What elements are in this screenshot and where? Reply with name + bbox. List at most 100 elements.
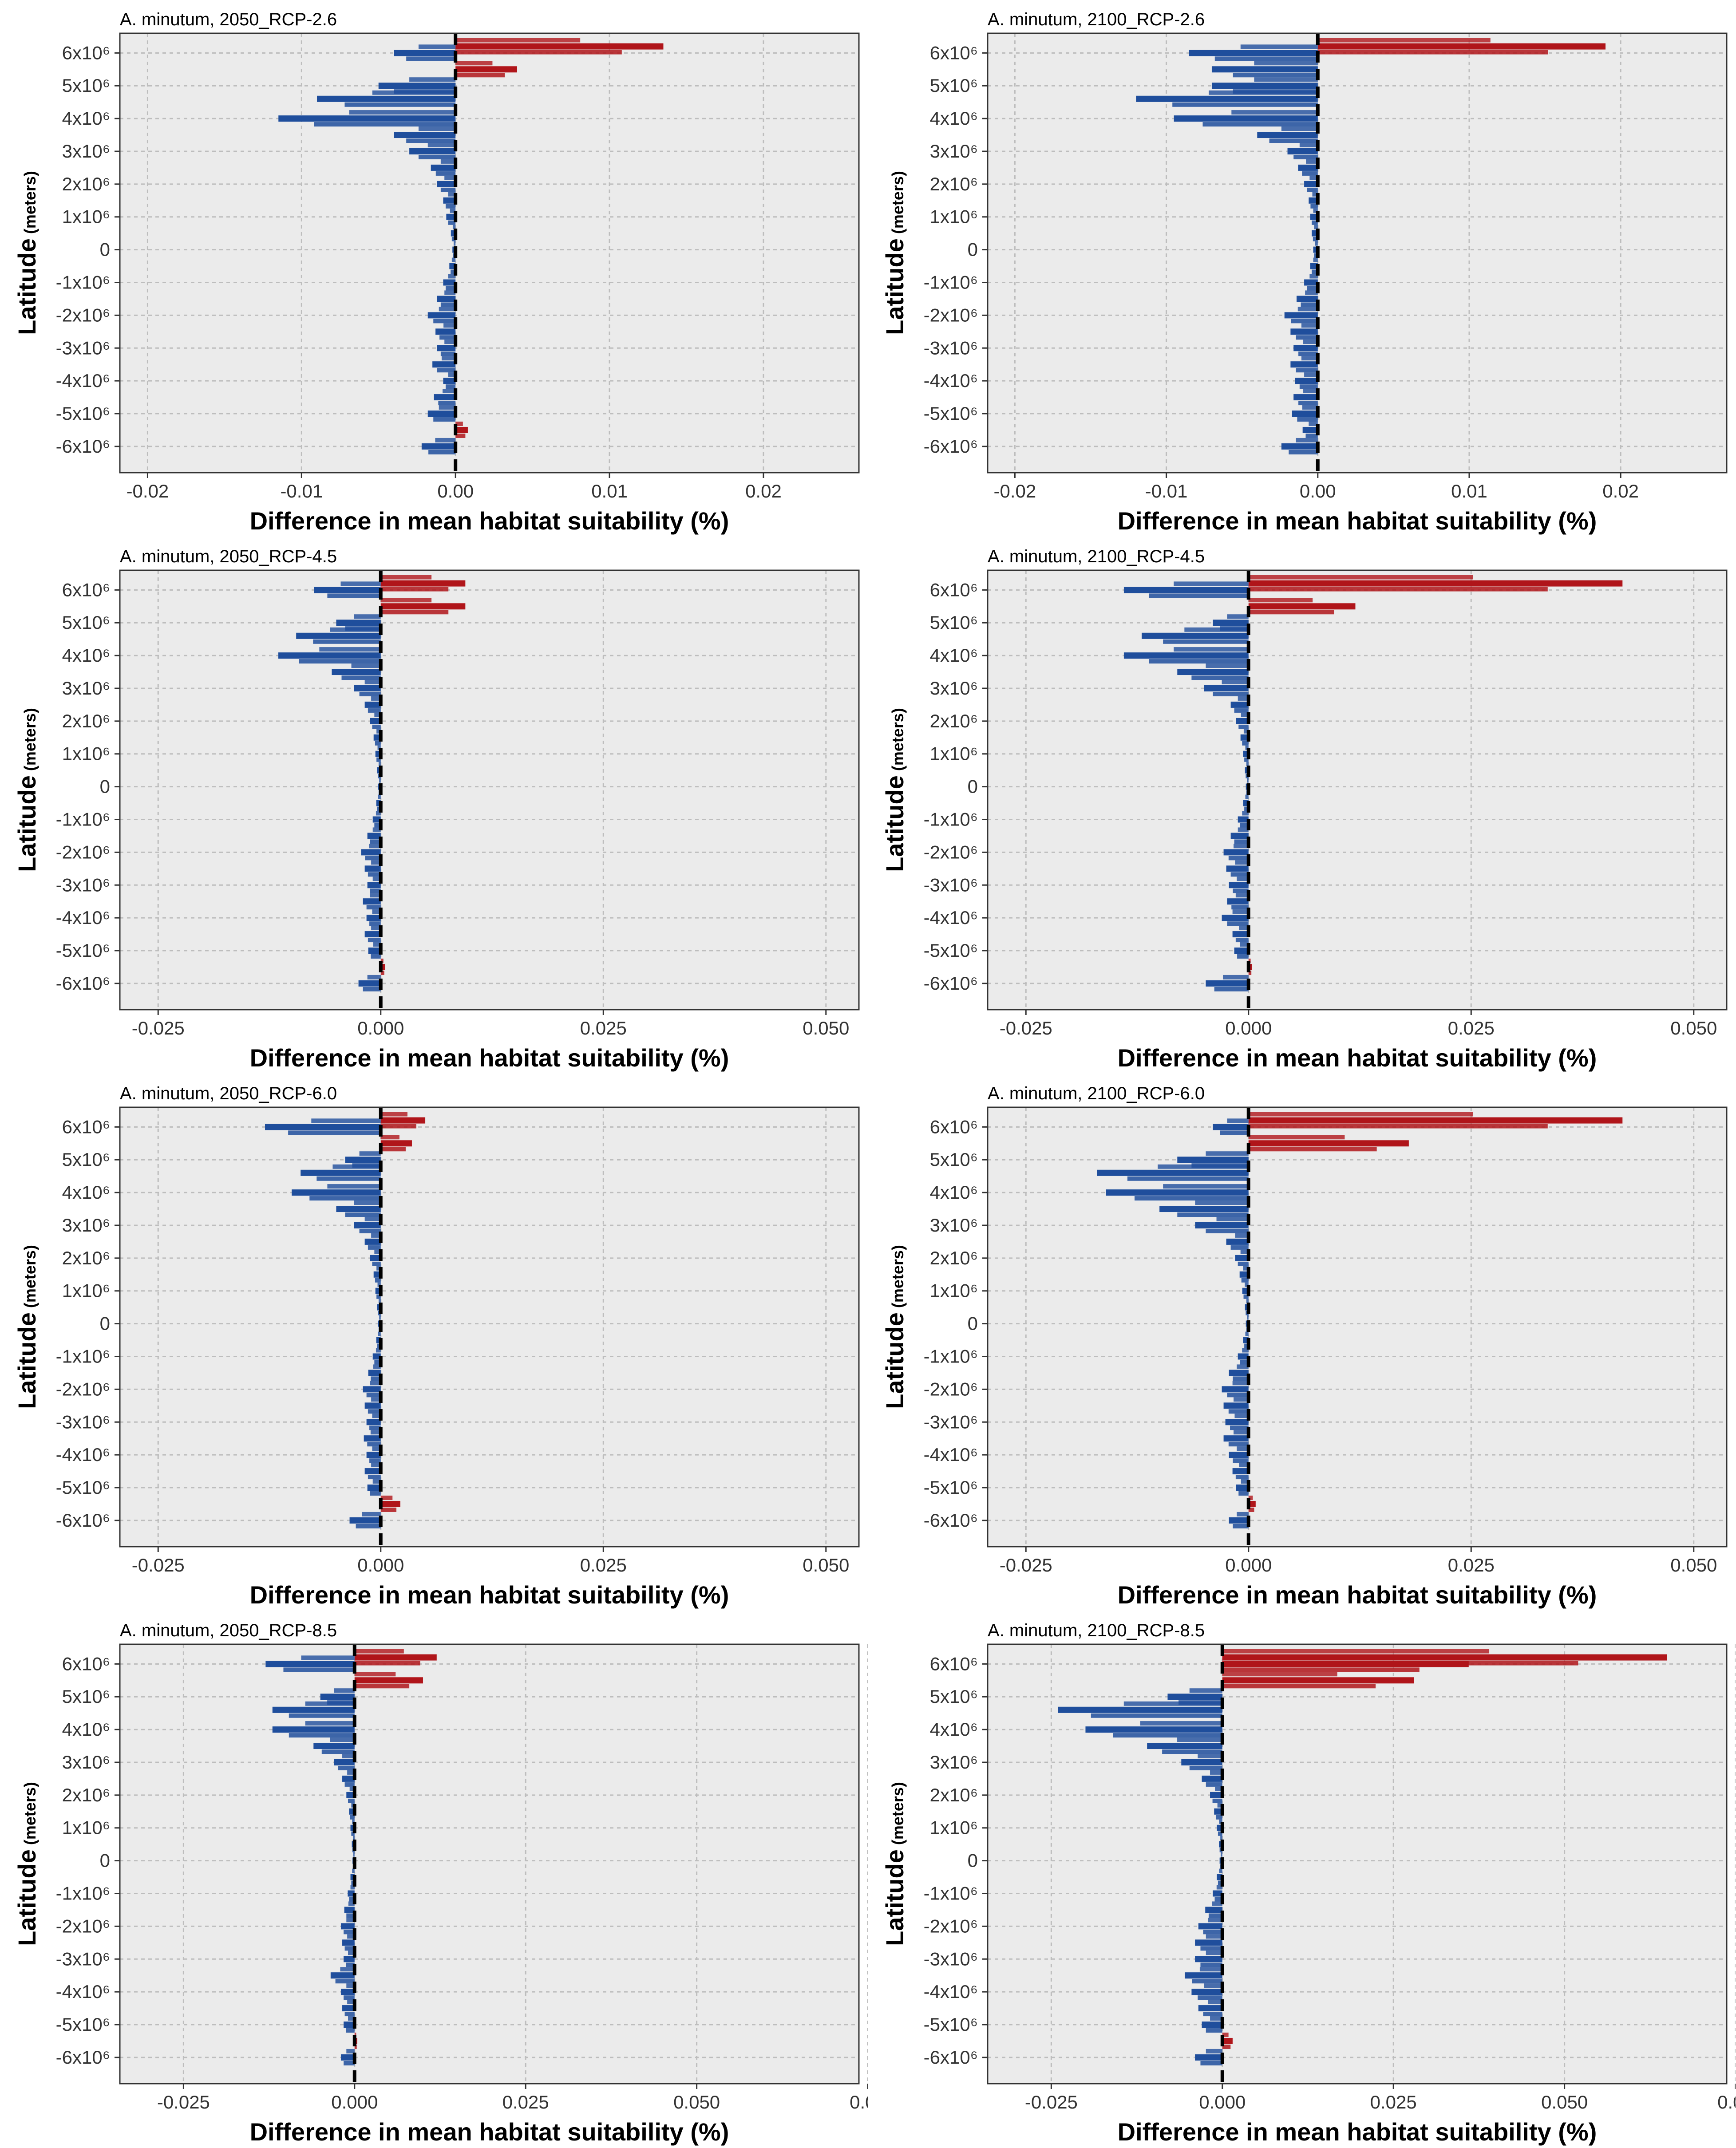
bar <box>380 598 432 603</box>
bar <box>348 1901 355 1906</box>
chart-panel: A. minutum, 2050_RCP-4.5 -0.025 0.000 0.025… <box>0 537 868 1074</box>
bar <box>1085 1726 1222 1733</box>
plot-border <box>119 569 860 1011</box>
y-tick-label: -2x10⁶ <box>56 841 110 862</box>
y-tick-label: -4x10⁶ <box>56 1444 110 1465</box>
x-tick-label: -0.02 <box>994 481 1036 501</box>
bar <box>272 1706 355 1713</box>
bar <box>1233 1458 1249 1463</box>
bar <box>1234 839 1249 844</box>
bar <box>1245 1331 1249 1336</box>
bar <box>334 1759 355 1765</box>
y-tick-label: -2x10⁶ <box>924 841 978 862</box>
bar <box>1210 1770 1222 1775</box>
bar <box>1222 1386 1249 1393</box>
bar <box>1220 1130 1249 1135</box>
bar <box>342 2005 355 2012</box>
y-tick-label: 3x10⁶ <box>930 678 978 699</box>
bar <box>1189 50 1318 56</box>
x-tick-label: 0.02 <box>1602 481 1639 501</box>
bar <box>370 839 381 844</box>
plot-border <box>987 1643 1728 2085</box>
bar <box>366 1393 381 1398</box>
x-axis-label: Difference in mean habitat suitability (… <box>1118 2118 1597 2146</box>
bar <box>378 794 381 799</box>
bars-group <box>265 1112 426 1528</box>
y-axis-label-text: Latitude <box>881 238 909 335</box>
bar <box>1245 745 1249 750</box>
y-tick-label: 4x10⁶ <box>62 645 110 666</box>
bar <box>348 2016 355 2021</box>
bar <box>1254 77 1318 82</box>
bar <box>1240 1360 1249 1365</box>
bar <box>1202 1775 1222 1782</box>
bar <box>374 1249 381 1254</box>
bar <box>380 970 384 975</box>
bar <box>1293 394 1318 401</box>
y-tick-label: 2x10⁶ <box>930 1248 978 1268</box>
y-axis-label: Latitude (meters) <box>13 1782 41 1946</box>
bar <box>1232 1381 1249 1386</box>
bar <box>1230 701 1249 708</box>
bar <box>1296 368 1318 373</box>
bar <box>1227 614 1249 619</box>
bar <box>1244 806 1249 811</box>
bar <box>1248 1140 1409 1147</box>
y-tick-label: -1x10⁶ <box>56 272 110 292</box>
bar <box>1296 438 1318 442</box>
bar <box>1314 253 1318 258</box>
bar <box>444 175 456 180</box>
bar <box>353 1836 355 1840</box>
bar <box>340 1967 355 1972</box>
bar <box>451 269 456 274</box>
y-tick-label: 6x10⁶ <box>62 42 110 63</box>
y-axis-label-unit: (meters) <box>21 1245 39 1308</box>
bar <box>1293 154 1318 159</box>
bar <box>1206 663 1249 668</box>
bar <box>380 610 449 615</box>
bar <box>373 1364 381 1369</box>
bar <box>371 696 381 701</box>
plot-background <box>988 33 1727 473</box>
bar <box>1227 898 1249 905</box>
bar <box>1222 2044 1231 2049</box>
bar <box>1237 954 1249 959</box>
bar <box>364 679 381 684</box>
y-tick-label: 0 <box>100 1850 110 1871</box>
bar <box>444 340 456 344</box>
bar <box>1198 1923 1222 1930</box>
bar <box>380 603 466 610</box>
chart-panel: A. minutum, 2050_RCP-2.6 -0.02 -0.01 0.00 0.… <box>0 0 868 537</box>
bar <box>336 1206 381 1212</box>
bar <box>1245 1282 1249 1287</box>
x-tick-label: -0.025 <box>132 1018 185 1038</box>
y-tick-label: 5x10⁶ <box>62 1149 110 1170</box>
bar <box>1214 1897 1222 1902</box>
y-tick-label: 3x10⁶ <box>62 1752 110 1773</box>
bar <box>368 1409 381 1414</box>
bar <box>1301 356 1318 361</box>
y-tick-label: -4x10⁶ <box>924 1981 978 2002</box>
x-tick-label: 0.000 <box>331 2092 378 2112</box>
y-axis-label-group: Latitude (meters) <box>13 1782 41 1946</box>
y-tick-label: 6x10⁶ <box>62 1653 110 1674</box>
y-tick-label: -4x10⁶ <box>56 907 110 928</box>
x-tick-label: -0.025 <box>1000 1018 1052 1038</box>
bar <box>1234 708 1249 713</box>
x-tick-label: 0.01 <box>591 481 628 501</box>
bar <box>380 1112 407 1117</box>
bar <box>1216 1885 1222 1890</box>
bars-group <box>1123 575 1623 991</box>
bar <box>1174 647 1249 652</box>
bar <box>1240 734 1249 741</box>
bar <box>265 1124 381 1130</box>
bar <box>346 1913 355 1918</box>
bar <box>335 1979 355 1984</box>
y-axis-label-text: Latitude <box>881 1312 909 1409</box>
bars-group <box>278 575 466 991</box>
y-tick-label: 4x10⁶ <box>62 108 110 129</box>
bar <box>1134 1196 1249 1201</box>
bar <box>344 2022 355 2028</box>
x-tick-label: -0.01 <box>280 481 323 501</box>
y-tick-label: -4x10⁶ <box>56 1981 110 2002</box>
